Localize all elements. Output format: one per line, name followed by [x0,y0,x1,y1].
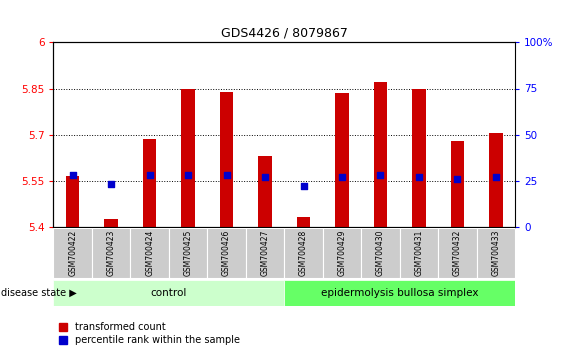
Bar [284,280,515,306]
Bar [284,228,323,278]
Point [491,174,501,180]
Point [68,172,77,178]
Text: control: control [151,288,187,298]
Bar [53,228,92,278]
Text: GSM700431: GSM700431 [414,230,423,276]
Point [145,172,154,178]
Text: GSM700427: GSM700427 [261,230,270,276]
Bar [361,228,400,278]
Bar [489,133,503,227]
Point [414,174,423,180]
Point [184,172,193,178]
Bar [66,176,79,227]
Text: GSM700429: GSM700429 [338,230,346,276]
Point [337,174,346,180]
Bar [412,88,426,227]
Point [299,183,308,189]
Text: GSM700428: GSM700428 [299,230,308,276]
Bar [143,139,157,227]
Text: disease state ▶: disease state ▶ [1,288,77,298]
Text: GSM700426: GSM700426 [222,230,231,276]
Bar [105,219,118,227]
Point [261,174,270,180]
Point [376,172,385,178]
Text: GSM700432: GSM700432 [453,230,462,276]
Title: GDS4426 / 8079867: GDS4426 / 8079867 [221,27,348,40]
Bar [92,228,131,278]
Bar [323,228,361,278]
Text: GSM700424: GSM700424 [145,230,154,276]
Text: GSM700433: GSM700433 [491,230,501,276]
Bar [220,92,233,227]
Text: GSM700430: GSM700430 [376,230,385,276]
Bar [246,228,284,278]
Bar [258,156,272,227]
Bar [169,228,207,278]
Legend: transformed count, percentile rank within the sample: transformed count, percentile rank withi… [56,319,244,349]
Point [107,181,116,187]
Bar [438,228,477,278]
Bar [400,228,438,278]
Bar [374,82,387,227]
Bar [477,228,515,278]
Bar [207,228,246,278]
Bar [131,228,169,278]
Text: GSM700423: GSM700423 [107,230,115,276]
Text: GSM700422: GSM700422 [68,230,77,276]
Bar [53,280,284,306]
Bar [297,217,310,227]
Bar [451,141,464,227]
Bar [336,93,348,227]
Text: GSM700425: GSM700425 [184,230,193,276]
Point [453,176,462,182]
Text: epidermolysis bullosa simplex: epidermolysis bullosa simplex [321,288,479,298]
Bar [181,88,195,227]
Point [222,172,231,178]
